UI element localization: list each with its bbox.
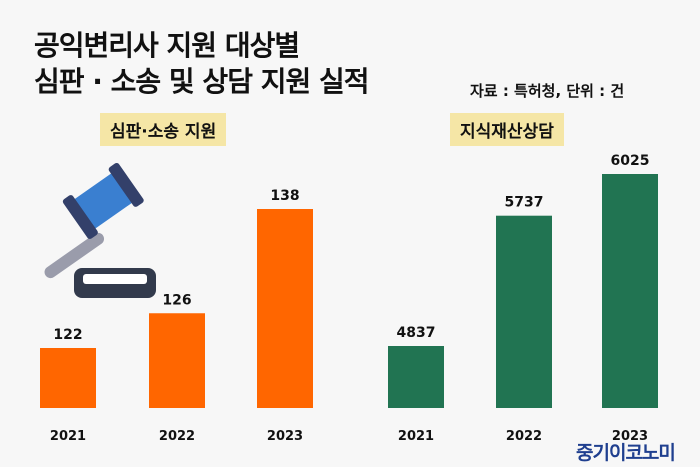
x-tick-label: 2022 — [506, 429, 542, 444]
bar-consult-2023 — [602, 174, 658, 408]
brand-logo: 중기이코노미 — [576, 442, 676, 464]
chart-title-trial-support: 심판·소송 지원 — [100, 113, 227, 146]
data-label: 6025 — [611, 153, 650, 169]
data-label: 5737 — [505, 195, 544, 211]
x-tick-label: 2023 — [267, 429, 303, 444]
chart-title-ip-consultation: 지식재산상담 — [450, 113, 564, 146]
bar-consult-2022 — [496, 215, 552, 408]
bar-trial-2023 — [257, 209, 313, 408]
bar-consult-2021 — [388, 346, 444, 408]
x-tick-label: 2021 — [50, 429, 86, 444]
data-label: 126 — [162, 292, 191, 308]
main-title-line1: 공익변리사 지원 대상별 — [34, 29, 300, 62]
x-tick-label: 2021 — [398, 429, 434, 444]
x-tick-label: 2022 — [159, 429, 195, 444]
data-label: 4837 — [397, 325, 436, 341]
data-label: 138 — [270, 188, 299, 204]
x-tick-label: 2023 — [612, 429, 648, 444]
bar-trial-2022 — [149, 313, 205, 408]
bar-trial-2021 — [40, 348, 96, 408]
data-label: 122 — [53, 327, 82, 343]
gavel-icon — [44, 163, 156, 298]
source-note: 자료 : 특허청, 단위 : 건 — [470, 82, 625, 100]
main-title-line2: 심판 · 소송 및 상담 지원 실적 — [34, 65, 369, 98]
